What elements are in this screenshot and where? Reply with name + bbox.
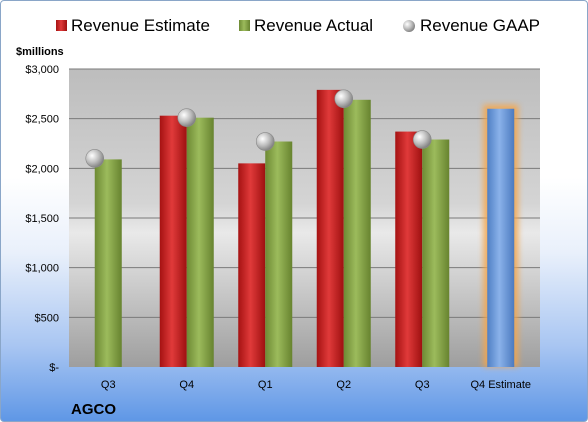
y-tick-label: $1,500 (25, 213, 59, 225)
legend-label-revenue-estimate: Revenue Estimate (71, 16, 210, 35)
x-tick-label: Q3 (101, 379, 116, 391)
legend-label-revenue-gaap: Revenue GAAP (420, 16, 540, 35)
y-axis-unit-label: $millions (16, 46, 64, 58)
revenue-estimate-bar (238, 163, 266, 367)
revenue-actual-bar (186, 117, 214, 367)
gridlines (69, 68, 540, 318)
x-axis-ticks: Q3 Q4 Q1 Q2 Q3 Q4 Estimate (101, 379, 531, 391)
revenue-gaap-marker (177, 108, 197, 127)
legend-label-revenue-actual: Revenue Actual (254, 16, 373, 35)
legend-marker-revenue-gaap (403, 20, 415, 32)
future-estimate-bar (487, 108, 515, 367)
x-tick-label: Q1 (258, 379, 273, 391)
revenue-gaap-marker (85, 149, 105, 168)
y-tick-label: $2,500 (25, 114, 59, 126)
y-tick-label: $500 (35, 312, 59, 324)
legend-swatch-revenue-estimate (56, 20, 67, 31)
legend-swatch-revenue-actual (239, 20, 250, 31)
x-tick-label: Q3 (415, 379, 430, 391)
chart-legend: Revenue Estimate Revenue Actual Revenue … (56, 16, 540, 35)
x-tick-label: Q4 (179, 379, 194, 391)
revenue-estimate-bar (316, 89, 344, 368)
revenue-estimate-bar (159, 115, 187, 367)
y-tick-label: $2,000 (25, 163, 59, 175)
legend-item-revenue-actual: Revenue Actual (239, 16, 373, 35)
x-tick-label: Q4 Estimate (470, 379, 531, 391)
y-tick-label: $1,000 (25, 263, 59, 275)
gaap-markers (85, 89, 432, 168)
revenue-gaap-marker (412, 130, 432, 149)
y-axis-ticks: $- $500 $1,000 $1,500 $2,000 $2,500 $3,000 (25, 64, 59, 374)
bars (94, 89, 519, 368)
legend-item-revenue-gaap: Revenue GAAP (403, 16, 540, 35)
revenue-actual-bar (422, 139, 450, 367)
revenue-actual-bar (94, 159, 122, 367)
legend-item-revenue-estimate: Revenue Estimate (56, 16, 210, 35)
revenue-actual-bar (343, 99, 371, 367)
revenue-actual-bar (265, 141, 293, 367)
revenue-estimate-bar (395, 131, 423, 367)
y-tick-label: $3,000 (25, 64, 59, 76)
revenue-gaap-marker (334, 89, 354, 109)
company-label: AGCO (71, 401, 116, 418)
y-tick-label: $- (49, 362, 59, 374)
revenue-gaap-marker (255, 132, 275, 151)
x-tick-label: Q2 (336, 379, 351, 391)
